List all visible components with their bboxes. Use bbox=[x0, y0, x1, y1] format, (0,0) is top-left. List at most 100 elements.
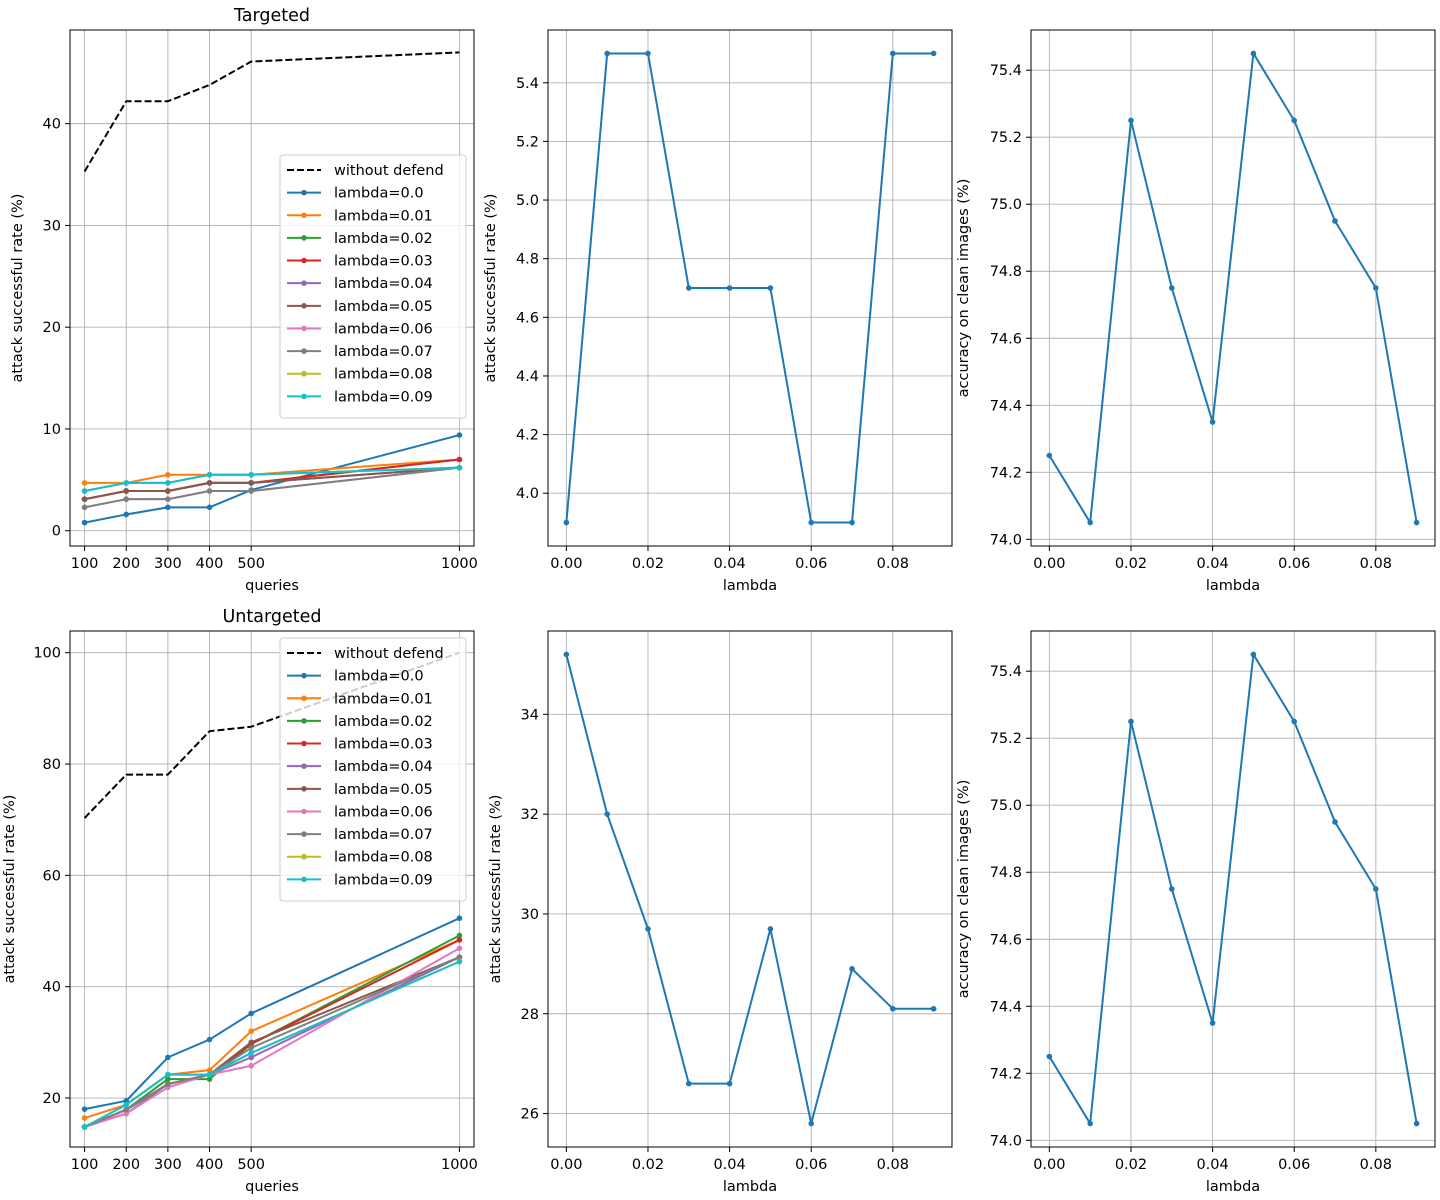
data-point bbox=[645, 926, 651, 932]
data-point bbox=[206, 488, 213, 494]
y-tick-label: 26 bbox=[521, 1107, 539, 1123]
data-point bbox=[206, 1067, 213, 1073]
y-tick-label: 75.2 bbox=[990, 130, 1022, 146]
legend-label: lambda=0.0 bbox=[334, 669, 424, 685]
legend-label: lambda=0.06 bbox=[334, 804, 433, 820]
legend-marker bbox=[301, 370, 307, 377]
chart-panel-5: 0.00 0.02 0.04 0.06 0.08 26 28 30 32 34 lambda atta… bbox=[488, 630, 953, 1195]
chart-panel-6: 0.00 0.02 0.04 0.06 0.08 74.0 74.2 74.4 74.6 74.8… bbox=[956, 630, 1436, 1195]
x-tick-label: 400 bbox=[196, 556, 224, 572]
y-axis-label: attack successful rate (%) bbox=[2, 795, 18, 984]
x-axis-label: lambda bbox=[1206, 1179, 1260, 1195]
series-line-lambda-0-06 bbox=[84, 947, 460, 1128]
y-tick-label: 20 bbox=[43, 320, 61, 336]
data-point bbox=[563, 651, 570, 658]
data-point bbox=[165, 1081, 171, 1087]
data-point bbox=[456, 464, 463, 471]
data-point bbox=[165, 504, 171, 511]
x-tick-label: 200 bbox=[112, 1157, 140, 1173]
legend-label: lambda=0.06 bbox=[334, 321, 433, 337]
data-point bbox=[81, 504, 88, 511]
data-point bbox=[1291, 117, 1298, 124]
data-point bbox=[165, 496, 171, 502]
y-tick-label: 80 bbox=[43, 757, 61, 773]
y-tick-label: 32 bbox=[521, 807, 539, 823]
series-line-lambda-0-07 bbox=[84, 956, 460, 1128]
chart-panel-2: 0.00 0.02 0.04 0.06 0.08 4.0 4.2 4.4 4.6 4.8 5.0 5.… bbox=[483, 29, 953, 594]
data-point bbox=[248, 1028, 254, 1035]
y-tick-label: 75.4 bbox=[990, 664, 1022, 680]
data-point bbox=[604, 50, 610, 57]
x-tick-label: 0.08 bbox=[1360, 556, 1392, 572]
data-point bbox=[1250, 50, 1257, 57]
y-axis-label: attack successful rate (%) bbox=[483, 194, 499, 383]
legend-label: lambda=0.08 bbox=[334, 850, 433, 866]
x-axis-label: lambda bbox=[723, 1179, 777, 1195]
data-point bbox=[81, 1124, 88, 1130]
data-point bbox=[165, 1076, 171, 1082]
data-point bbox=[767, 926, 774, 932]
data-point bbox=[81, 519, 88, 526]
plot-frame bbox=[547, 630, 953, 1148]
data-point bbox=[1168, 285, 1175, 291]
y-tick-label: 4.4 bbox=[516, 369, 539, 385]
y-tick-label: 74.6 bbox=[990, 331, 1022, 347]
data-point bbox=[726, 1080, 733, 1087]
legend-marker bbox=[301, 672, 307, 679]
legend-marker bbox=[301, 853, 307, 860]
x-tick-label: 500 bbox=[237, 556, 265, 572]
x-tick-label: 500 bbox=[237, 1157, 265, 1173]
x-tick-label: 0.06 bbox=[1278, 1157, 1310, 1173]
x-tick-label: 1000 bbox=[441, 556, 478, 572]
legend-box bbox=[279, 154, 467, 419]
x-tick-label: 300 bbox=[154, 556, 182, 572]
legend-marker bbox=[301, 740, 307, 747]
data-point bbox=[1087, 519, 1093, 526]
legend-label: lambda=0.02 bbox=[334, 714, 433, 730]
legend-marker bbox=[301, 786, 307, 792]
x-tick-label: 0.02 bbox=[1115, 556, 1147, 572]
legend-marker bbox=[301, 212, 307, 219]
legend-marker bbox=[301, 257, 307, 264]
data-point bbox=[1046, 452, 1053, 459]
legend-label: lambda=0.03 bbox=[334, 254, 433, 270]
data-point bbox=[165, 1054, 171, 1061]
series-line-lambda-0-09 bbox=[84, 466, 460, 493]
data-point bbox=[248, 488, 254, 494]
series-line-1 bbox=[565, 52, 934, 524]
data-point bbox=[248, 1045, 254, 1051]
series-line-lambda-0-01 bbox=[84, 458, 460, 484]
plot-frame bbox=[69, 630, 475, 1148]
data-point bbox=[248, 1054, 254, 1061]
data-point bbox=[456, 432, 463, 438]
legend-marker bbox=[301, 348, 307, 354]
x-tick-label: 0.08 bbox=[877, 1157, 909, 1173]
x-tick-label: 300 bbox=[154, 1157, 182, 1173]
legend-marker bbox=[301, 325, 307, 332]
data-point bbox=[890, 1005, 896, 1012]
x-tick-label: 0.00 bbox=[1033, 556, 1065, 572]
data-point bbox=[1332, 819, 1338, 825]
data-point bbox=[456, 932, 463, 939]
data-point bbox=[123, 480, 130, 486]
legend-label: lambda=0.01 bbox=[334, 208, 433, 224]
legend-label: lambda=0.05 bbox=[334, 782, 433, 798]
legend-marker bbox=[301, 876, 307, 883]
y-tick-label: 74.2 bbox=[990, 1066, 1022, 1082]
y-tick-label: 74.4 bbox=[990, 999, 1022, 1015]
legend-label: lambda=0.04 bbox=[334, 276, 433, 292]
x-tick-label: 0.08 bbox=[877, 556, 909, 572]
plot-frame bbox=[1030, 630, 1436, 1148]
data-point bbox=[248, 1062, 254, 1069]
y-axis-label: attack successful rate (%) bbox=[10, 194, 26, 383]
series-line-lambda-0-09 bbox=[84, 960, 460, 1128]
series-line-1 bbox=[1048, 653, 1418, 1125]
data-point bbox=[123, 1110, 130, 1117]
chart-panel-1: 100 200 300 400 500 1000 0 10 20 30 40 queries attac… bbox=[10, 6, 478, 594]
data-point bbox=[685, 285, 692, 291]
data-point bbox=[1413, 1120, 1420, 1127]
y-tick-label: 75.0 bbox=[990, 798, 1022, 814]
y-tick-label: 5.0 bbox=[516, 193, 539, 209]
y-tick-label: 4.2 bbox=[516, 428, 539, 444]
data-point bbox=[930, 1005, 937, 1012]
